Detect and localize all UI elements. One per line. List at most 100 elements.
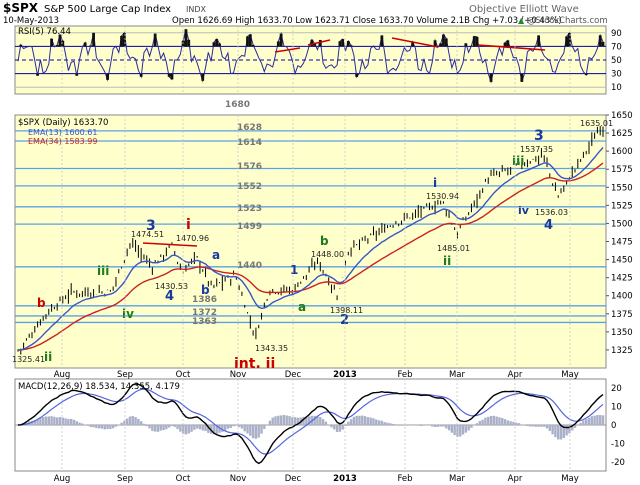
wave-label: a [212,248,220,262]
macd-histogram-bar [551,425,554,435]
wave-label: i [433,176,437,190]
macd-histogram-bar [53,416,56,425]
macd-histogram-bar [263,425,266,430]
macd-histogram-bar [361,415,364,425]
macd-histogram-bar [58,417,62,425]
macd-histogram-bar [61,417,64,425]
macd-histogram-bar [540,425,543,427]
macd-histogram-bar [562,425,566,438]
macd-histogram-bar [184,425,188,435]
macd-histogram-bar [305,416,308,425]
macd-histogram-bar [344,425,347,426]
macd-histogram-bar [599,415,602,425]
symbol: $SPX [3,1,39,15]
macd-histogram-bar [78,422,81,425]
macd-histogram-bar [545,425,549,429]
macd-histogram-bar [509,421,512,425]
rsi-overbought-fill [470,45,473,47]
macd-histogram-bar [123,420,126,425]
macd-histogram-bar [330,425,333,428]
macd-histogram-bar [478,420,482,425]
macd-histogram-bar [128,416,132,425]
support-level-label: 1576 [237,162,262,172]
month-label: May [561,370,579,380]
rsi-overbought-fill [598,35,602,47]
rsi-overbought-fill [89,45,93,47]
ema34-line [17,162,604,351]
macd-histogram-bar [268,420,272,425]
rsi-divergence-line [477,44,546,51]
rsi-oversold-fill [489,73,493,82]
rsi-overbought-fill [122,32,126,47]
rsi-oversold-fill [106,73,109,80]
macd-histogram-bar [125,418,129,425]
exchange: INDX [186,5,207,14]
macd-histogram-bar [442,425,445,427]
rsi-oversold-fill [167,73,171,77]
rsi-overbought-fill [433,40,437,47]
macd-histogram-bar [456,425,459,437]
macd-histogram-bar [568,425,571,434]
macd-histogram-bar [100,425,104,429]
price-tick-label: 1375 [611,310,633,320]
macd-tick-label: 20 [611,384,622,394]
macd-histogram-bar [156,425,160,432]
price-tick-label: 1575 [611,165,633,175]
wave-label: i [186,217,191,233]
macd-histogram-bar [475,423,479,425]
macd-histogram-bar [467,425,470,431]
macd-histogram-bar [534,425,538,427]
month-label: Aug [54,370,71,380]
macd-histogram-bar [137,418,140,425]
rsi-overbought-fill [92,32,95,47]
rsi-overbought-fill [251,44,255,47]
rsi-label: RSI(5) 76.44 [18,27,71,37]
macd-histogram-bar [201,425,204,431]
macd-histogram-bar [335,425,339,432]
wave-label: 4 [544,218,553,233]
wave-label: ii [44,350,52,364]
macd-histogram-bar [235,425,238,426]
macd-histogram-bar [282,414,286,425]
macd-histogram-bar [274,416,277,425]
macd-histogram-bar [170,425,174,427]
macd-histogram-bar [377,420,381,425]
wave-label: 2 [340,313,349,328]
rsi-overbought-fill [475,36,479,47]
support-level-label: 1440 [237,261,262,271]
wave-label: a [298,300,306,314]
rsi-overbought-fill [318,39,322,47]
macd-histogram-bar [498,417,501,425]
macd-histogram-bar [573,425,577,428]
rsi-overbought-fill [218,43,221,47]
macd-line [17,383,604,465]
macd-histogram-bar [543,425,546,427]
macd-histogram-bar [355,415,358,425]
macd-histogram-bar [173,425,176,427]
macd-histogram-bar [117,424,120,425]
macd-histogram-bar [148,425,151,429]
macd-histogram-bar [134,417,137,425]
support-level-label: 1628 [237,123,262,133]
macd-histogram-bar [512,421,515,425]
macd-histogram-bar [44,416,48,425]
macd-histogram-bar [190,425,193,432]
macd-histogram-bar [529,425,532,427]
macd-histogram-bar [369,417,372,425]
wave-label: int. ii [234,356,275,372]
wave-label: b [320,234,329,248]
macd-histogram-bar [481,419,484,425]
macd-histogram-bar [111,425,115,429]
macd-histogram-bar [165,425,168,430]
rsi-overbought-fill [187,39,191,47]
month-label: Nov [230,474,247,484]
rsi-overbought-fill [248,34,252,47]
rsi-overbought-fill [380,35,384,47]
wave-label: b [37,296,46,310]
macd-histogram-bar [341,425,344,430]
macd-histogram-bar [249,425,252,436]
macd-histogram-bar [226,425,230,429]
rsi-overbought-fill [276,41,280,47]
wave-label: 4 [165,289,174,304]
macd-histogram-bar [109,425,112,430]
